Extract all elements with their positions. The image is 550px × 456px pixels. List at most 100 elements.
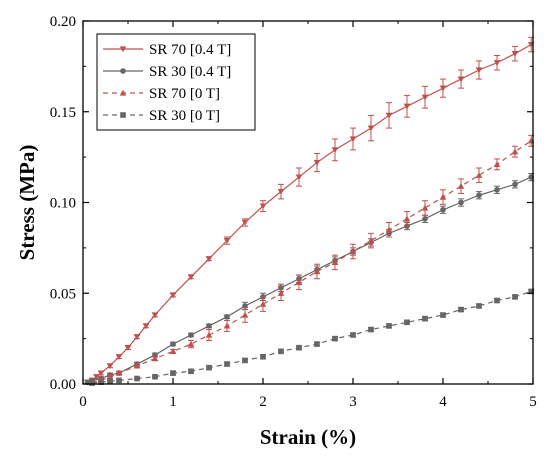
- data-point: [169, 348, 177, 354]
- data-point: [133, 334, 141, 341]
- data-point: [421, 204, 429, 211]
- data-point: [152, 373, 158, 380]
- data-point: [528, 288, 535, 295]
- legend-marker: [119, 89, 127, 96]
- legend-marker: [119, 46, 127, 53]
- y-axis-title: Stress (MPa): [15, 145, 39, 261]
- data-point: [476, 192, 482, 199]
- data-point: [223, 237, 231, 244]
- data-point: [206, 364, 212, 371]
- data-point: [187, 340, 195, 347]
- data-point: [385, 226, 393, 233]
- legend-label: SR 30 [0 T]: [149, 108, 220, 124]
- data-point: [331, 259, 339, 266]
- series-1: [84, 172, 535, 385]
- data-point: [458, 306, 464, 313]
- series-line: [91, 290, 532, 384]
- data-point: [151, 355, 159, 362]
- data-point: [206, 323, 212, 329]
- data-point: [170, 370, 176, 376]
- series-layer: [84, 36, 535, 386]
- legend-marker: [120, 68, 126, 74]
- data-point: [89, 380, 95, 386]
- data-point: [205, 331, 213, 338]
- data-point: [385, 112, 393, 119]
- data-point: [205, 256, 213, 263]
- data-point: [475, 67, 483, 74]
- x-tick-label: 3: [349, 394, 357, 410]
- data-point: [367, 125, 375, 132]
- data-point: [404, 319, 410, 326]
- data-point: [511, 51, 519, 57]
- data-point: [512, 181, 518, 188]
- data-point: [295, 174, 303, 181]
- data-point: [124, 345, 132, 351]
- data-point: [278, 348, 284, 355]
- data-point: [494, 297, 500, 304]
- y-tick-label: 0.00: [50, 377, 76, 393]
- x-tick-label: 4: [439, 394, 447, 410]
- axis-ticks: 0 1 2 3 4 5 0.00 0.05 0.10 0.15 0.20: [50, 14, 537, 410]
- data-point: [134, 375, 140, 382]
- data-point: [493, 161, 501, 168]
- data-point: [296, 344, 302, 351]
- data-point: [350, 332, 356, 338]
- data-point: [313, 159, 321, 166]
- legend: SR 70 [0.4 T] SR 30 [0.4 T] SR 70 [0 T] SR …: [96, 33, 256, 131]
- data-point: [457, 76, 465, 83]
- y-tick-label: 0.20: [50, 14, 76, 30]
- data-point: [475, 171, 483, 178]
- data-point: [187, 274, 195, 281]
- data-point: [115, 369, 123, 376]
- data-point: [403, 103, 411, 110]
- data-point: [98, 379, 104, 385]
- data-point: [106, 363, 114, 370]
- series-line: [91, 140, 532, 383]
- data-point: [422, 216, 428, 222]
- y-tick-label: 0.10: [50, 196, 76, 212]
- data-point: [188, 368, 194, 375]
- data-point: [224, 361, 230, 367]
- series-0: [84, 36, 535, 386]
- data-point: [512, 294, 518, 300]
- data-point: [224, 314, 230, 320]
- data-point: [457, 182, 465, 189]
- data-point: [241, 311, 249, 318]
- x-tick-label: 0: [79, 394, 87, 410]
- data-point: [188, 332, 194, 338]
- series-line: [87, 176, 532, 383]
- data-point: [295, 279, 303, 285]
- legend-label: SR 70 [0.4 T]: [149, 42, 231, 58]
- data-point: [107, 378, 113, 385]
- data-point: [151, 312, 159, 319]
- data-point: [368, 326, 374, 333]
- data-point: [493, 60, 501, 67]
- data-point: [349, 248, 357, 255]
- data-point: [260, 353, 266, 360]
- x-tick-label: 5: [529, 394, 537, 410]
- data-point: [458, 199, 464, 206]
- x-tick-label: 2: [259, 394, 267, 410]
- data-point: [115, 354, 123, 361]
- data-point: [349, 136, 357, 143]
- data-point: [494, 186, 500, 193]
- legend-label: SR 70 [0 T]: [149, 86, 220, 102]
- data-point: [403, 215, 411, 222]
- data-point: [259, 300, 267, 307]
- series-2: [88, 134, 535, 385]
- y-tick-label: 0.05: [50, 286, 76, 302]
- data-point: [277, 188, 285, 195]
- data-point: [169, 292, 177, 299]
- data-point: [106, 373, 114, 380]
- data-point: [170, 341, 176, 347]
- data-point: [313, 268, 321, 275]
- data-point: [422, 315, 428, 322]
- data-point: [439, 85, 447, 92]
- data-point: [277, 289, 285, 296]
- data-point: [142, 323, 150, 330]
- data-point: [241, 219, 249, 226]
- data-point: [133, 362, 141, 369]
- legend-marker: [120, 112, 126, 118]
- data-point: [511, 148, 519, 155]
- data-point: [421, 94, 429, 101]
